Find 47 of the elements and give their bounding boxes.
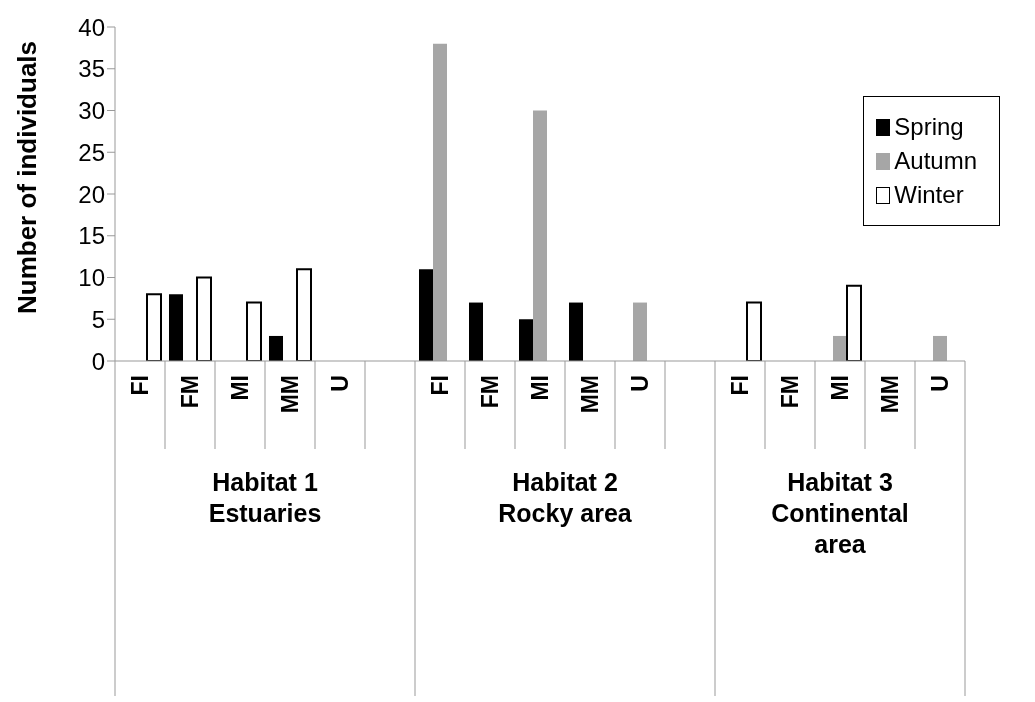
bar [933, 335, 947, 361]
bar [269, 335, 283, 361]
bar [569, 302, 583, 361]
y-tick-label: 15 [78, 222, 105, 250]
bar [433, 43, 447, 361]
legend-label: Autumn [894, 147, 977, 175]
x-tick-label: MM [877, 375, 903, 414]
y-tick-label: 30 [78, 97, 105, 125]
bar [419, 269, 433, 361]
bar [146, 293, 162, 361]
bar [196, 276, 212, 361]
bar [633, 302, 647, 361]
bar [846, 284, 862, 361]
y-axis-title: Number of individuals [12, 40, 43, 314]
y-tick-label: 20 [78, 180, 105, 208]
x-tick-label: FI [727, 375, 753, 396]
x-tick-label: U [627, 375, 653, 392]
y-tick-label: 5 [91, 305, 105, 333]
x-tick-label: FM [777, 375, 803, 409]
text: Habitat 3 Continental area [771, 468, 909, 558]
x-tick-label: FI [427, 375, 453, 396]
x-tick-label: MM [277, 375, 303, 414]
legend-label: Spring [894, 113, 964, 141]
y-tick-label: 25 [78, 138, 105, 166]
x-tick-label: U [927, 375, 953, 392]
bar [169, 294, 183, 361]
x-tick-label: MI [827, 375, 853, 401]
text: Habitat 2 Rocky area [498, 468, 633, 527]
bar [246, 301, 262, 361]
y-tick-label: 40 [78, 13, 105, 41]
y-tick-label: 0 [91, 347, 105, 375]
text: Habitat 1 Estuaries [208, 468, 322, 527]
x-tick-label: U [327, 375, 353, 392]
bar [519, 319, 533, 361]
bar [296, 268, 312, 361]
x-tick-label: MI [227, 375, 253, 401]
x-tick-label: FM [177, 375, 203, 409]
y-tick-label: 10 [78, 264, 105, 292]
bar [533, 110, 547, 361]
x-tick-label: MM [577, 375, 603, 414]
y-tick-label: 35 [78, 55, 105, 83]
x-tick-label: FM [477, 375, 503, 409]
legend-label: Winter [894, 181, 964, 209]
bar [746, 301, 762, 361]
x-tick-label: MI [527, 375, 553, 401]
x-tick-label: FI [127, 375, 153, 396]
bar [469, 302, 483, 361]
